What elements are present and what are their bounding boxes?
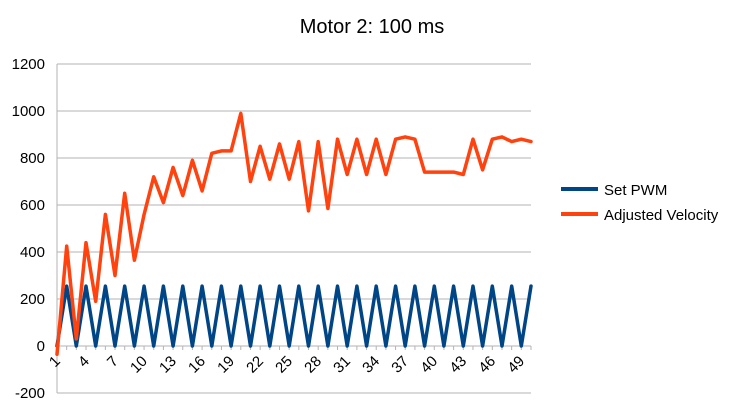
y-tick-label: 400	[20, 244, 45, 261]
x-axis-labels: 1 4 7 10 13 16 19 22 25 28 31 34 37 40 43 46 49	[46, 353, 528, 377]
x-tick-label: 4	[75, 353, 93, 371]
chart-title: Motor 2: 100 ms	[300, 16, 445, 38]
x-tick-label: 43	[446, 353, 470, 377]
x-tick-label: 19	[214, 353, 238, 377]
y-tick-label: 1000	[12, 103, 45, 120]
x-tick-label: 37	[388, 353, 412, 377]
y-tick-label: 0	[37, 338, 45, 355]
y-tick-label: 800	[20, 150, 45, 167]
x-tick-label: 1	[46, 353, 64, 371]
y-tick-label: -200	[15, 385, 45, 402]
chart-series	[55, 111, 533, 356]
x-tick-label: 34	[359, 353, 383, 377]
x-tick-label: 13	[156, 353, 180, 377]
x-tick-label: 28	[301, 353, 325, 377]
y-axis-labels: -200 0 200 400 600 800 1000 1200	[12, 56, 45, 402]
x-tick-label: 22	[243, 353, 267, 377]
legend: Set PWM Adjusted Velocity	[561, 182, 719, 224]
y-tick-label: 200	[20, 291, 45, 308]
x-tick-label: 46	[475, 353, 499, 377]
x-tick-label: 31	[330, 353, 354, 377]
series-line-adjusted-velocity	[55, 111, 533, 356]
x-tick-label: 49	[504, 353, 528, 377]
x-tick-label: 40	[417, 353, 441, 377]
series-line-set-pwm	[55, 284, 533, 348]
x-tick-label: 16	[185, 353, 209, 377]
x-tick-label: 7	[104, 353, 122, 371]
legend-label-set-pwm: Set PWM	[604, 182, 667, 199]
x-tick-label: 25	[272, 353, 296, 377]
y-tick-label: 600	[20, 197, 45, 214]
legend-label-adjusted-velocity: Adjusted Velocity	[604, 207, 719, 224]
x-tick-label: 10	[127, 353, 151, 377]
y-tick-label: 1200	[12, 56, 45, 73]
